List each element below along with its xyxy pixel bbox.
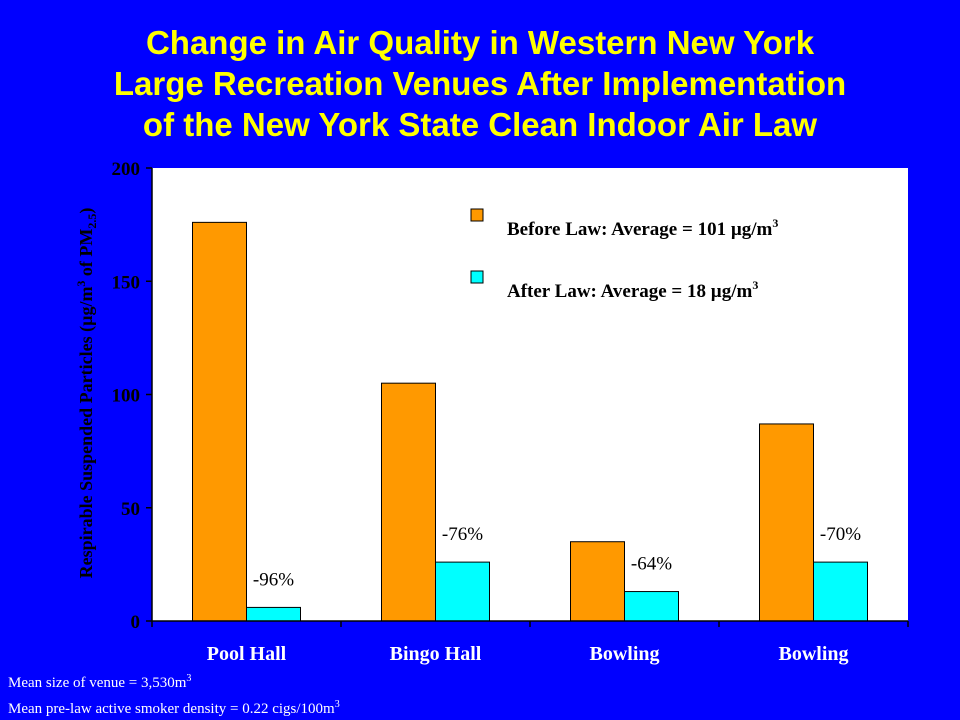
y-axis-label-end: ) — [76, 208, 97, 214]
venue-notes: Mean size of venue = 3,530m3 Mean pre-la… — [8, 668, 340, 720]
y-tick-label: 100 — [112, 386, 141, 407]
bar-before-0 — [192, 221, 247, 622]
change-annotation: -64% — [631, 554, 672, 575]
x-tick-label: Bowling — [778, 643, 848, 665]
legend-swatch-after — [470, 270, 484, 284]
y-tick-label: 150 — [112, 272, 141, 293]
title-line: Change in Air Quality in Western New Yor… — [145, 24, 815, 61]
y-axis-label-sub: 2.5 — [85, 214, 99, 229]
note-smoker-density-sup: 3 — [334, 699, 340, 710]
note-venue-size-text: Mean size of venue = 3,530m — [8, 675, 187, 691]
bar-before-1 — [381, 382, 436, 622]
bar-after-0 — [246, 606, 301, 622]
change-annotation: -76% — [442, 524, 483, 545]
bar-after-2 — [624, 591, 679, 622]
title-line: of the New York State Clean Indoor Air L… — [142, 106, 818, 143]
legend-label-sup: 3 — [752, 278, 758, 292]
legend-label-text: After Law: Average = 18 µg/m — [507, 281, 752, 302]
y-tick-label: 200 — [112, 159, 141, 180]
chart-title: Change in Air Quality in Western New Yor… — [0, 22, 960, 145]
legend-label-before: Before Law: Average = 101 µg/m3 — [507, 216, 778, 240]
legend-label-text: Before Law: Average = 101 µg/m — [507, 219, 773, 240]
legend-swatch-before — [470, 208, 484, 222]
y-axis-label-tail: of PM — [76, 229, 96, 281]
y-axis-label-main: Respirable Suspended Particles (µg/m — [76, 287, 97, 579]
x-tick-label: Pool Hall — [207, 643, 287, 665]
x-tick-label: Bowling — [589, 643, 659, 665]
note-venue-size-sup: 3 — [186, 673, 192, 684]
y-tick-label: 50 — [121, 499, 140, 520]
note-smoker-density: Mean pre-law active smoker density = 0.2… — [8, 694, 340, 720]
bar-before-2 — [570, 541, 625, 622]
note-venue-size: Mean size of venue = 3,530m3 — [8, 668, 340, 694]
bar-before-3 — [759, 423, 814, 622]
x-tick-label: Bingo Hall — [390, 643, 482, 665]
change-annotation: -96% — [253, 569, 294, 590]
y-axis-label-sup: 3 — [74, 281, 88, 287]
legend-label-sup: 3 — [772, 216, 778, 230]
legend-label-after: After Law: Average = 18 µg/m3 — [507, 278, 758, 302]
y-axis-label: Respirable Suspended Particles (µg/m3 of… — [74, 208, 99, 579]
note-smoker-density-text: Mean pre-law active smoker density = 0.2… — [8, 701, 335, 717]
change-annotation: -70% — [820, 524, 861, 545]
bar-after-3 — [813, 561, 868, 622]
y-tick-label: 0 — [131, 612, 141, 633]
bar-after-1 — [435, 561, 490, 622]
title-line: Large Recreation Venues After Implementa… — [113, 65, 847, 102]
